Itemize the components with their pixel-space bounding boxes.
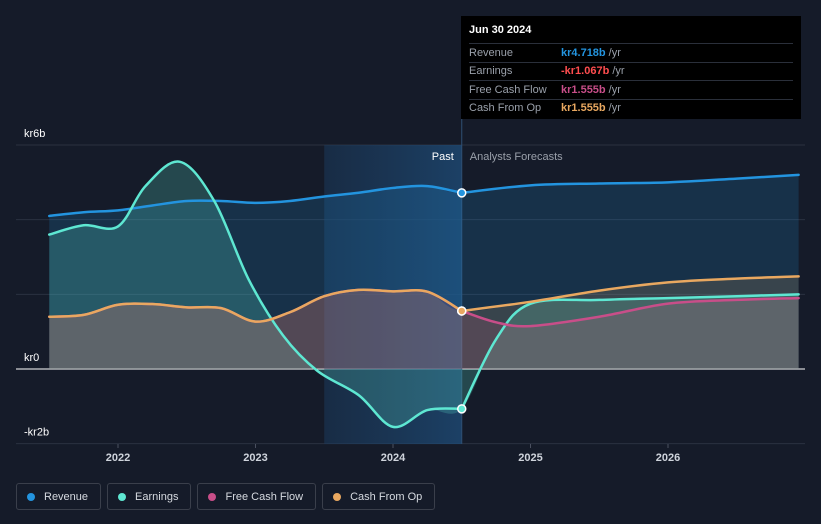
tooltip-row-earnings: Earnings -kr1.067b /yr (469, 61, 793, 81)
tooltip-label: Revenue (469, 46, 514, 59)
revenue-line-forecast (460, 173, 800, 195)
legend-item-free-cash-flow[interactable]: Free Cash Flow (197, 483, 317, 510)
tooltip-value: kr1.555b (561, 102, 606, 115)
x-tick-label: 2022 (106, 452, 130, 464)
cash-from-op-marker (457, 306, 467, 316)
earnings-dot-icon (118, 492, 127, 501)
earnings-marker (457, 404, 467, 414)
cash-from-op-dot-icon (333, 492, 342, 501)
past-label: Past (432, 151, 454, 163)
tooltip-value: -kr1.067b (561, 65, 610, 78)
tooltip-unit: /yr (608, 46, 621, 59)
tooltip-unit: /yr (608, 102, 621, 115)
current-markers (457, 188, 467, 414)
x-tick-label: 2025 (518, 452, 542, 464)
legend-label: Earnings (135, 490, 179, 503)
legend-item-cash-from-op[interactable]: Cash From Op (322, 483, 436, 510)
cash-from-op-line-forecast (460, 275, 800, 313)
series-areas (49, 161, 799, 428)
tooltip-date: Jun 30 2024 (469, 24, 532, 36)
revenue-line-past (48, 184, 463, 218)
tooltip-unit: /yr (612, 65, 625, 78)
tooltip-row-free-cash-flow: Free Cash Flow kr1.555b /yr (469, 80, 793, 99)
legend-label: Revenue (44, 490, 89, 503)
tooltip-row-cash-from-op: Cash From Op kr1.555b /yr (469, 98, 793, 118)
cash-from-op-line-past (48, 288, 463, 323)
legend-label: Free Cash Flow (225, 490, 304, 503)
free-cash-flow-dot-icon (208, 492, 217, 501)
free-cash-flow-area (49, 289, 799, 369)
forecast-label: Analysts Forecasts (470, 151, 563, 163)
x-tick-label: 2026 (656, 452, 680, 464)
legend-item-earnings[interactable]: Earnings (107, 483, 192, 510)
x-tick-label: 2024 (381, 452, 406, 464)
axis-labels: kr6b kr0 -kr2b 2022 2023 2024 2025 2026 Past Anal… (24, 128, 680, 464)
tooltip-value: kr1.555b (561, 83, 606, 96)
earnings-line-forecast (460, 293, 800, 411)
tooltip-value: kr4.718b (561, 46, 606, 59)
revenue-dot-icon (27, 492, 35, 501)
tooltip-unit: /yr (608, 83, 621, 96)
revenue-area (49, 174, 799, 369)
tooltip-label: Earnings (469, 65, 513, 78)
tooltip: Jun 30 2024 Revenue kr4.718b /yr Earning… (461, 16, 801, 119)
y-tick-label: -kr2b (24, 427, 49, 439)
x-tick-label: 2023 (243, 452, 267, 464)
y-tick-label: kr6b (24, 128, 45, 140)
revenue-marker (457, 188, 467, 198)
earnings-line-past (48, 160, 463, 429)
tooltip-row-revenue: Revenue kr4.718b /yr (469, 43, 793, 62)
series-lines (48, 160, 800, 429)
legend-item-revenue[interactable]: Revenue (16, 483, 102, 510)
legend: Revenue Earnings Free Cash Flow Cash Fro… (16, 483, 436, 510)
free-cash-flow-line-forecast (460, 296, 800, 328)
legend-label: Cash From Op (350, 490, 423, 503)
tooltip-label: Free Cash Flow (469, 83, 547, 96)
tooltip-label: Cash From Op (469, 102, 542, 115)
y-tick-label: kr0 (24, 352, 39, 364)
earnings-area (49, 161, 799, 428)
